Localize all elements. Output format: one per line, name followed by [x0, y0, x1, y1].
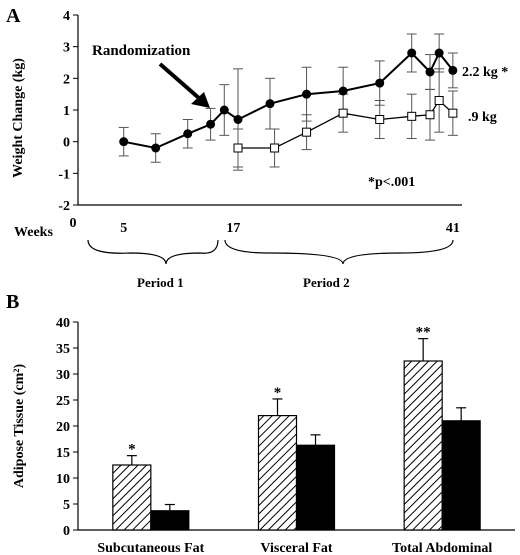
bar-solid: [150, 503, 190, 531]
bar-solid: [295, 434, 336, 531]
data-point-filled-circle: [119, 137, 129, 147]
bar: [257, 415, 298, 531]
category-label: Visceral Fat: [260, 541, 333, 555]
y-tick-label: 0: [63, 524, 70, 539]
data-point-open-square: [302, 127, 312, 137]
y-tick-label: 15: [56, 446, 70, 461]
period-2-brace: [224, 239, 454, 265]
panel-a-series-lines: [123, 51, 454, 150]
data-point-filled-circle: [425, 67, 435, 77]
bar: [441, 420, 481, 531]
data-point-filled-circle: [375, 78, 385, 88]
y-tick-label: 2: [63, 72, 70, 87]
panel-a-weight-change-chart: A Weight Change (kg) -2 -1 0 1 2 3 4 0 Weeks 5 17…: [6, 5, 508, 290]
bar-hatched: **: [403, 325, 443, 531]
y-tick-label: 0: [63, 136, 70, 151]
y-tick-label: 5: [63, 498, 70, 513]
y-tick-label: 1: [63, 104, 70, 119]
period-1-brace: [87, 239, 219, 265]
x-tick-label: 5: [120, 221, 127, 236]
bar-solid: [441, 407, 481, 531]
y-tick-label: 20: [56, 420, 70, 435]
data-point-open-square: [270, 143, 280, 153]
data-point-open-square: [233, 143, 243, 153]
bar: [112, 464, 152, 531]
data-point-open-square: [407, 111, 417, 121]
panel-b-category-labels: Subcutaneous Fat Visceral Fat Total Abdomi…: [97, 541, 492, 555]
bar-hatched: *: [257, 385, 298, 531]
panel-b-bars: ****: [112, 325, 481, 531]
panel-a-y-axis-label: Weight Change (kg): [11, 58, 26, 178]
series-1-end-label: 2.2 kg *: [462, 65, 508, 80]
data-point-filled-circle: [151, 143, 161, 153]
category-label: Total Abdominal: [392, 541, 492, 555]
series-2-end-label: .9 kg: [468, 110, 497, 125]
data-point-filled-circle: [206, 119, 216, 129]
data-point-open-square: [448, 108, 458, 118]
series-1-line: [123, 51, 454, 150]
data-point-open-square: [434, 96, 444, 105]
data-point-filled-circle: [448, 65, 458, 75]
panel-a-label: A: [6, 5, 21, 27]
period-2-label: Period 2: [303, 275, 350, 290]
y-tick-label: 4: [63, 9, 70, 24]
panel-a-x-axis: 0 Weeks 5 17 41: [14, 204, 462, 240]
bar: [403, 360, 443, 531]
data-point-filled-circle: [219, 105, 229, 115]
significance-marker: *: [128, 442, 136, 458]
data-point-filled-circle: [265, 99, 275, 109]
randomization-arrow: [158, 62, 210, 108]
period-1-label: Period 1: [137, 275, 184, 290]
y-tick-label: -2: [58, 199, 70, 214]
x-tick-label: 17: [226, 221, 240, 236]
y-tick-label: 25: [56, 394, 70, 409]
y-tick-label: 35: [56, 342, 70, 357]
data-point-filled-circle: [183, 129, 193, 139]
y-tick-label: -1: [58, 167, 70, 182]
bar: [295, 444, 336, 531]
y-tick-label: 10: [56, 472, 70, 487]
panel-b-y-axis-label: Adipose Tissue (cm²): [12, 364, 27, 489]
y-tick-label: 3: [63, 41, 70, 56]
bar-hatched: *: [112, 442, 152, 531]
bar: [150, 510, 190, 531]
y-tick-label: 30: [56, 368, 70, 383]
panel-a-x-axis-label: Weeks: [14, 225, 53, 240]
data-point-open-square: [425, 110, 435, 120]
y-tick-label: 40: [56, 316, 70, 331]
panel-b-adipose-tissue-chart: B Adipose Tissue (cm²) 0510152025303540 …: [6, 291, 515, 555]
data-point-filled-circle: [338, 86, 348, 96]
panel-b-label: B: [6, 291, 19, 313]
data-point-open-square: [338, 108, 348, 118]
data-point-open-square: [375, 115, 385, 124]
significance-marker: **: [416, 325, 431, 341]
x-zero-label: 0: [70, 216, 77, 231]
x-tick-label: 41: [446, 221, 460, 236]
data-point-filled-circle: [434, 48, 444, 58]
data-point-filled-circle: [407, 48, 417, 58]
significance-marker: *: [274, 385, 282, 401]
data-point-filled-circle: [233, 115, 243, 124]
category-label: Subcutaneous Fat: [97, 541, 204, 555]
p-value-annotation: *p<.001: [368, 175, 415, 190]
randomization-annotation: Randomization: [92, 43, 191, 59]
panel-a-markers: [119, 48, 458, 153]
data-point-filled-circle: [302, 89, 312, 99]
panel-a-y-axis: -2 -1 0 1 2 3 4: [58, 9, 79, 214]
